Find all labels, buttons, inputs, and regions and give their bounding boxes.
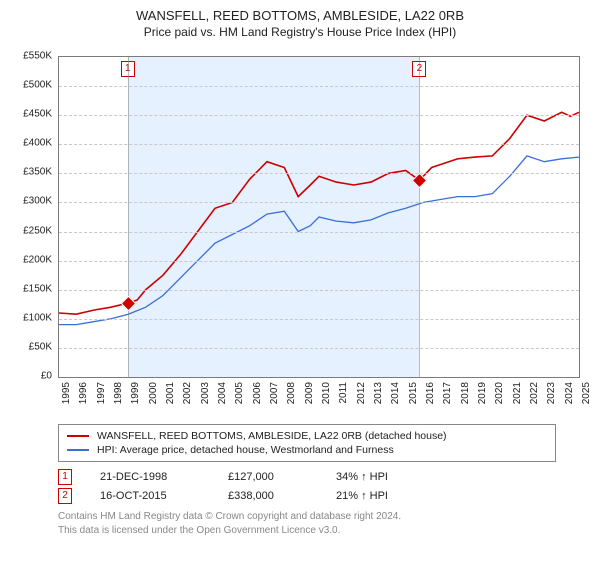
x-tick-label: 2010	[321, 382, 332, 404]
legend: WANSFELL, REED BOTTOMS, AMBLESIDE, LA22 …	[58, 424, 556, 462]
x-tick-label: 2024	[564, 382, 575, 404]
x-tick-label: 1995	[61, 382, 72, 404]
sale-pct: 34% ↑ HPI	[336, 471, 436, 483]
gridline	[59, 261, 579, 262]
sale-price: £338,000	[228, 490, 308, 502]
x-tick-label: 2018	[460, 382, 471, 404]
x-tick-label: 1996	[78, 382, 89, 404]
x-tick-label: 2016	[425, 382, 436, 404]
x-tick-label: 2025	[581, 382, 592, 404]
legend-label: HPI: Average price, detached house, West…	[97, 444, 394, 456]
y-axis: £0£50K£100K£150K£200K£250K£300K£350K£400…	[10, 56, 56, 376]
gridline	[59, 115, 579, 116]
x-tick-label: 2004	[217, 382, 228, 404]
sale-row: 1 21-DEC-1998 £127,000 34% ↑ HPI	[58, 469, 436, 485]
sale-badge: 1	[58, 469, 72, 485]
y-tick-label: £500K	[23, 80, 52, 91]
footer-line1: Contains HM Land Registry data © Crown c…	[58, 510, 401, 524]
series-line-price_paid	[59, 112, 579, 314]
y-tick-label: £100K	[23, 312, 52, 323]
sale-pct: 21% ↑ HPI	[336, 490, 436, 502]
x-tick-label: 2014	[390, 382, 401, 404]
x-tick-label: 2015	[408, 382, 419, 404]
chart-title: WANSFELL, REED BOTTOMS, AMBLESIDE, LA22 …	[0, 8, 600, 23]
sale-price: £127,000	[228, 471, 308, 483]
x-tick-label: 2005	[234, 382, 245, 404]
legend-item: HPI: Average price, detached house, West…	[67, 443, 547, 457]
x-tick-label: 1997	[96, 382, 107, 404]
x-tick-label: 2008	[286, 382, 297, 404]
gridline	[59, 144, 579, 145]
gridline	[59, 319, 579, 320]
sale-badge: 2	[58, 488, 72, 504]
y-tick-label: £350K	[23, 167, 52, 178]
x-tick-label: 2009	[304, 382, 315, 404]
x-tick-label: 1998	[113, 382, 124, 404]
legend-swatch	[67, 449, 89, 451]
legend-swatch	[67, 435, 89, 437]
legend-label: WANSFELL, REED BOTTOMS, AMBLESIDE, LA22 …	[97, 430, 447, 442]
x-tick-label: 2021	[512, 382, 523, 404]
x-tick-label: 2020	[494, 382, 505, 404]
sale-date: 21-DEC-1998	[100, 471, 200, 483]
y-tick-label: £550K	[23, 51, 52, 62]
chart-area: £0 £50K £100K £150K £200K £250K £300K £350K £400…	[10, 56, 590, 416]
legend-item: WANSFELL, REED BOTTOMS, AMBLESIDE, LA22 …	[67, 429, 547, 443]
footer-line2: This data is licensed under the Open Gov…	[58, 524, 401, 538]
x-tick-label: 2012	[356, 382, 367, 404]
x-tick-label: 2023	[546, 382, 557, 404]
y-tick-label: £0	[41, 371, 52, 382]
gridline	[59, 290, 579, 291]
y-tick-label: £450K	[23, 109, 52, 120]
y-tick-label: £200K	[23, 254, 52, 265]
y-tick-label: £400K	[23, 138, 52, 149]
sales-list: 1 21-DEC-1998 £127,000 34% ↑ HPI 2 16-OCT-201…	[58, 466, 436, 507]
x-tick-label: 2019	[477, 382, 488, 404]
x-tick-label: 2006	[252, 382, 263, 404]
sale-date: 16-OCT-2015	[100, 490, 200, 502]
footer-attribution: Contains HM Land Registry data © Crown c…	[58, 510, 401, 537]
gridline	[59, 86, 579, 87]
x-tick-label: 2011	[338, 382, 349, 404]
chart-subtitle: Price paid vs. HM Land Registry's House …	[0, 25, 600, 39]
x-tick-label: 2001	[165, 382, 176, 404]
x-axis: 1995 1996 1997 1998 1999 2000 2001 2002 2003 2004…	[58, 378, 578, 416]
x-tick-label: 2000	[148, 382, 159, 404]
gridline	[59, 232, 579, 233]
y-tick-label: £300K	[23, 196, 52, 207]
series-svg	[59, 57, 579, 377]
y-tick-label: £50K	[29, 341, 52, 352]
x-tick-label: 1999	[130, 382, 141, 404]
y-tick-label: £250K	[23, 225, 52, 236]
y-tick-label: £150K	[23, 283, 52, 294]
gridline	[59, 173, 579, 174]
x-tick-label: 2003	[200, 382, 211, 404]
sale-marker-line	[419, 57, 420, 377]
x-tick-label: 2013	[373, 382, 384, 404]
sale-row: 2 16-OCT-2015 £338,000 21% ↑ HPI	[58, 488, 436, 504]
x-tick-label: 2002	[182, 382, 193, 404]
x-tick-label: 2017	[442, 382, 453, 404]
plot-area: 12	[58, 56, 580, 378]
sale-marker-line	[128, 57, 129, 377]
gridline	[59, 202, 579, 203]
x-tick-label: 2022	[529, 382, 540, 404]
gridline	[59, 348, 579, 349]
x-tick-label: 2007	[269, 382, 280, 404]
